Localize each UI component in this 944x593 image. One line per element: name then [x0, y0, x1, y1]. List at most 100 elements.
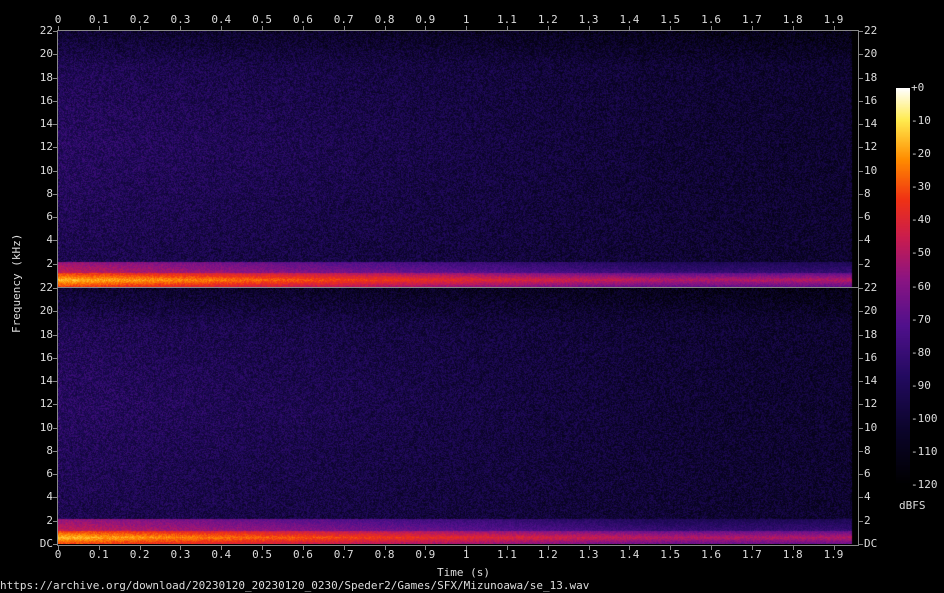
y-tick-left: 16 [39, 350, 53, 364]
y-tick-right: DC [864, 537, 878, 550]
y-tick-left: 20 [39, 304, 53, 318]
y-tick-mark [53, 100, 57, 102]
x-tick-top: 1.1 [497, 13, 517, 26]
x-tick-mark [833, 26, 835, 30]
y-tick-right: 2 [864, 513, 871, 527]
x-tick-bottom: 1.5 [660, 548, 681, 561]
x-tick-mark [180, 546, 182, 550]
y-tick-right: 22 [864, 281, 878, 294]
y-tick-left: 10 [39, 163, 53, 177]
spectrogram-channel-1 [58, 31, 858, 287]
x-tick-mark [139, 26, 141, 30]
y-tick-left: 22 [39, 281, 53, 294]
y-tick-mark [53, 381, 57, 383]
x-tick-mark [384, 546, 386, 550]
x-tick-top: 0.9 [415, 13, 436, 26]
x-tick-mark [506, 546, 508, 550]
y-tick-left: 18 [39, 327, 53, 341]
x-tick-mark [302, 26, 304, 30]
y-tick-mark [53, 217, 57, 219]
x-tick-top: 1 [462, 13, 470, 26]
y-tick-mark [53, 497, 57, 499]
colorbar-tick: -40 [911, 213, 931, 227]
x-tick-mark [588, 26, 590, 30]
x-tick-top: 0 [54, 13, 62, 26]
y-tick-mark [859, 474, 863, 476]
y-tick-left: 12 [39, 140, 53, 154]
y-tick-right: 2 [864, 256, 871, 270]
x-tick-mark [588, 546, 590, 550]
y-tick-mark [53, 544, 57, 545]
y-tick-left: 18 [39, 70, 53, 84]
x-tick-mark [670, 546, 672, 550]
y-tick-mark [859, 100, 863, 102]
y-tick-left: DC [39, 537, 53, 550]
x-tick-mark [466, 26, 468, 30]
y-tick-mark [859, 54, 863, 56]
colorbar-tick: -30 [911, 180, 931, 194]
y-tick-mark [859, 497, 863, 499]
x-tick-mark [629, 26, 631, 30]
x-tick-bottom: 1.7 [741, 548, 762, 561]
x-tick-bottom: 1 [462, 548, 470, 561]
x-tick-mark [833, 546, 835, 550]
x-tick-bottom: 1.1 [497, 548, 517, 561]
y-tick-right: 12 [864, 140, 878, 154]
y-axis-label: Frequency (kHz) [10, 233, 23, 333]
x-tick-top: 1.5 [660, 13, 681, 26]
colorbar [896, 88, 910, 485]
y-tick-mark [859, 544, 863, 545]
x-tick-top: 1.3 [578, 13, 599, 26]
y-tick-left: 4 [46, 233, 53, 247]
x-tick-top: 1.6 [701, 13, 721, 26]
x-tick-mark [547, 26, 549, 30]
x-tick-top: 0.6 [292, 13, 313, 26]
colorbar-tick: -70 [911, 312, 931, 326]
x-tick-mark [221, 546, 223, 550]
y-tick-left: 12 [39, 397, 53, 411]
x-tick-mark [506, 26, 508, 30]
x-tick-mark [792, 546, 794, 550]
x-tick-top: 1.9 [823, 13, 844, 26]
y-tick-mark [53, 450, 57, 452]
y-tick-left: 6 [46, 210, 53, 224]
y-tick-right: 4 [864, 233, 871, 247]
y-tick-mark [53, 31, 57, 32]
x-tick-mark [384, 26, 386, 30]
x-tick-bottom: 0.8 [374, 548, 395, 561]
y-tick-mark [53, 240, 57, 242]
y-tick-right: 18 [864, 327, 878, 341]
colorbar-tick: -80 [911, 345, 931, 359]
y-tick-left: 8 [46, 443, 53, 457]
y-tick-mark [859, 288, 863, 289]
x-tick-bottom: 0.7 [333, 548, 354, 561]
y-tick-right: 22 [864, 24, 878, 37]
colorbar-tick: -120 [911, 478, 938, 491]
x-tick-bottom: 1.8 [782, 548, 803, 561]
y-tick-mark [859, 263, 863, 265]
x-tick-top: 1.4 [619, 13, 640, 26]
x-tick-bottom: 0.5 [252, 548, 273, 561]
source-url: https://archive.org/download/20230120_20… [0, 579, 590, 592]
x-tick-mark [180, 26, 182, 30]
y-tick-right: 4 [864, 490, 871, 504]
y-tick-mark [859, 404, 863, 406]
x-tick-mark [711, 26, 713, 30]
y-tick-right: 14 [864, 117, 878, 131]
x-tick-mark [343, 26, 345, 30]
x-axis-label: Time (s) [437, 566, 490, 579]
colorbar-tick: -110 [911, 444, 938, 458]
y-tick-right: 10 [864, 163, 878, 177]
y-tick-mark [859, 77, 863, 79]
x-tick-top: 0.3 [170, 13, 191, 26]
x-tick-mark [425, 546, 427, 550]
y-tick-mark [859, 193, 863, 195]
colorbar-tick: -50 [911, 246, 931, 260]
y-tick-mark [53, 170, 57, 172]
x-tick-top: 0.7 [333, 13, 354, 26]
x-tick-bottom: 1.4 [619, 548, 640, 561]
x-tick-mark [58, 546, 59, 550]
y-tick-mark [859, 381, 863, 383]
y-tick-right: 10 [864, 420, 878, 434]
x-tick-bottom: 0.9 [415, 548, 436, 561]
